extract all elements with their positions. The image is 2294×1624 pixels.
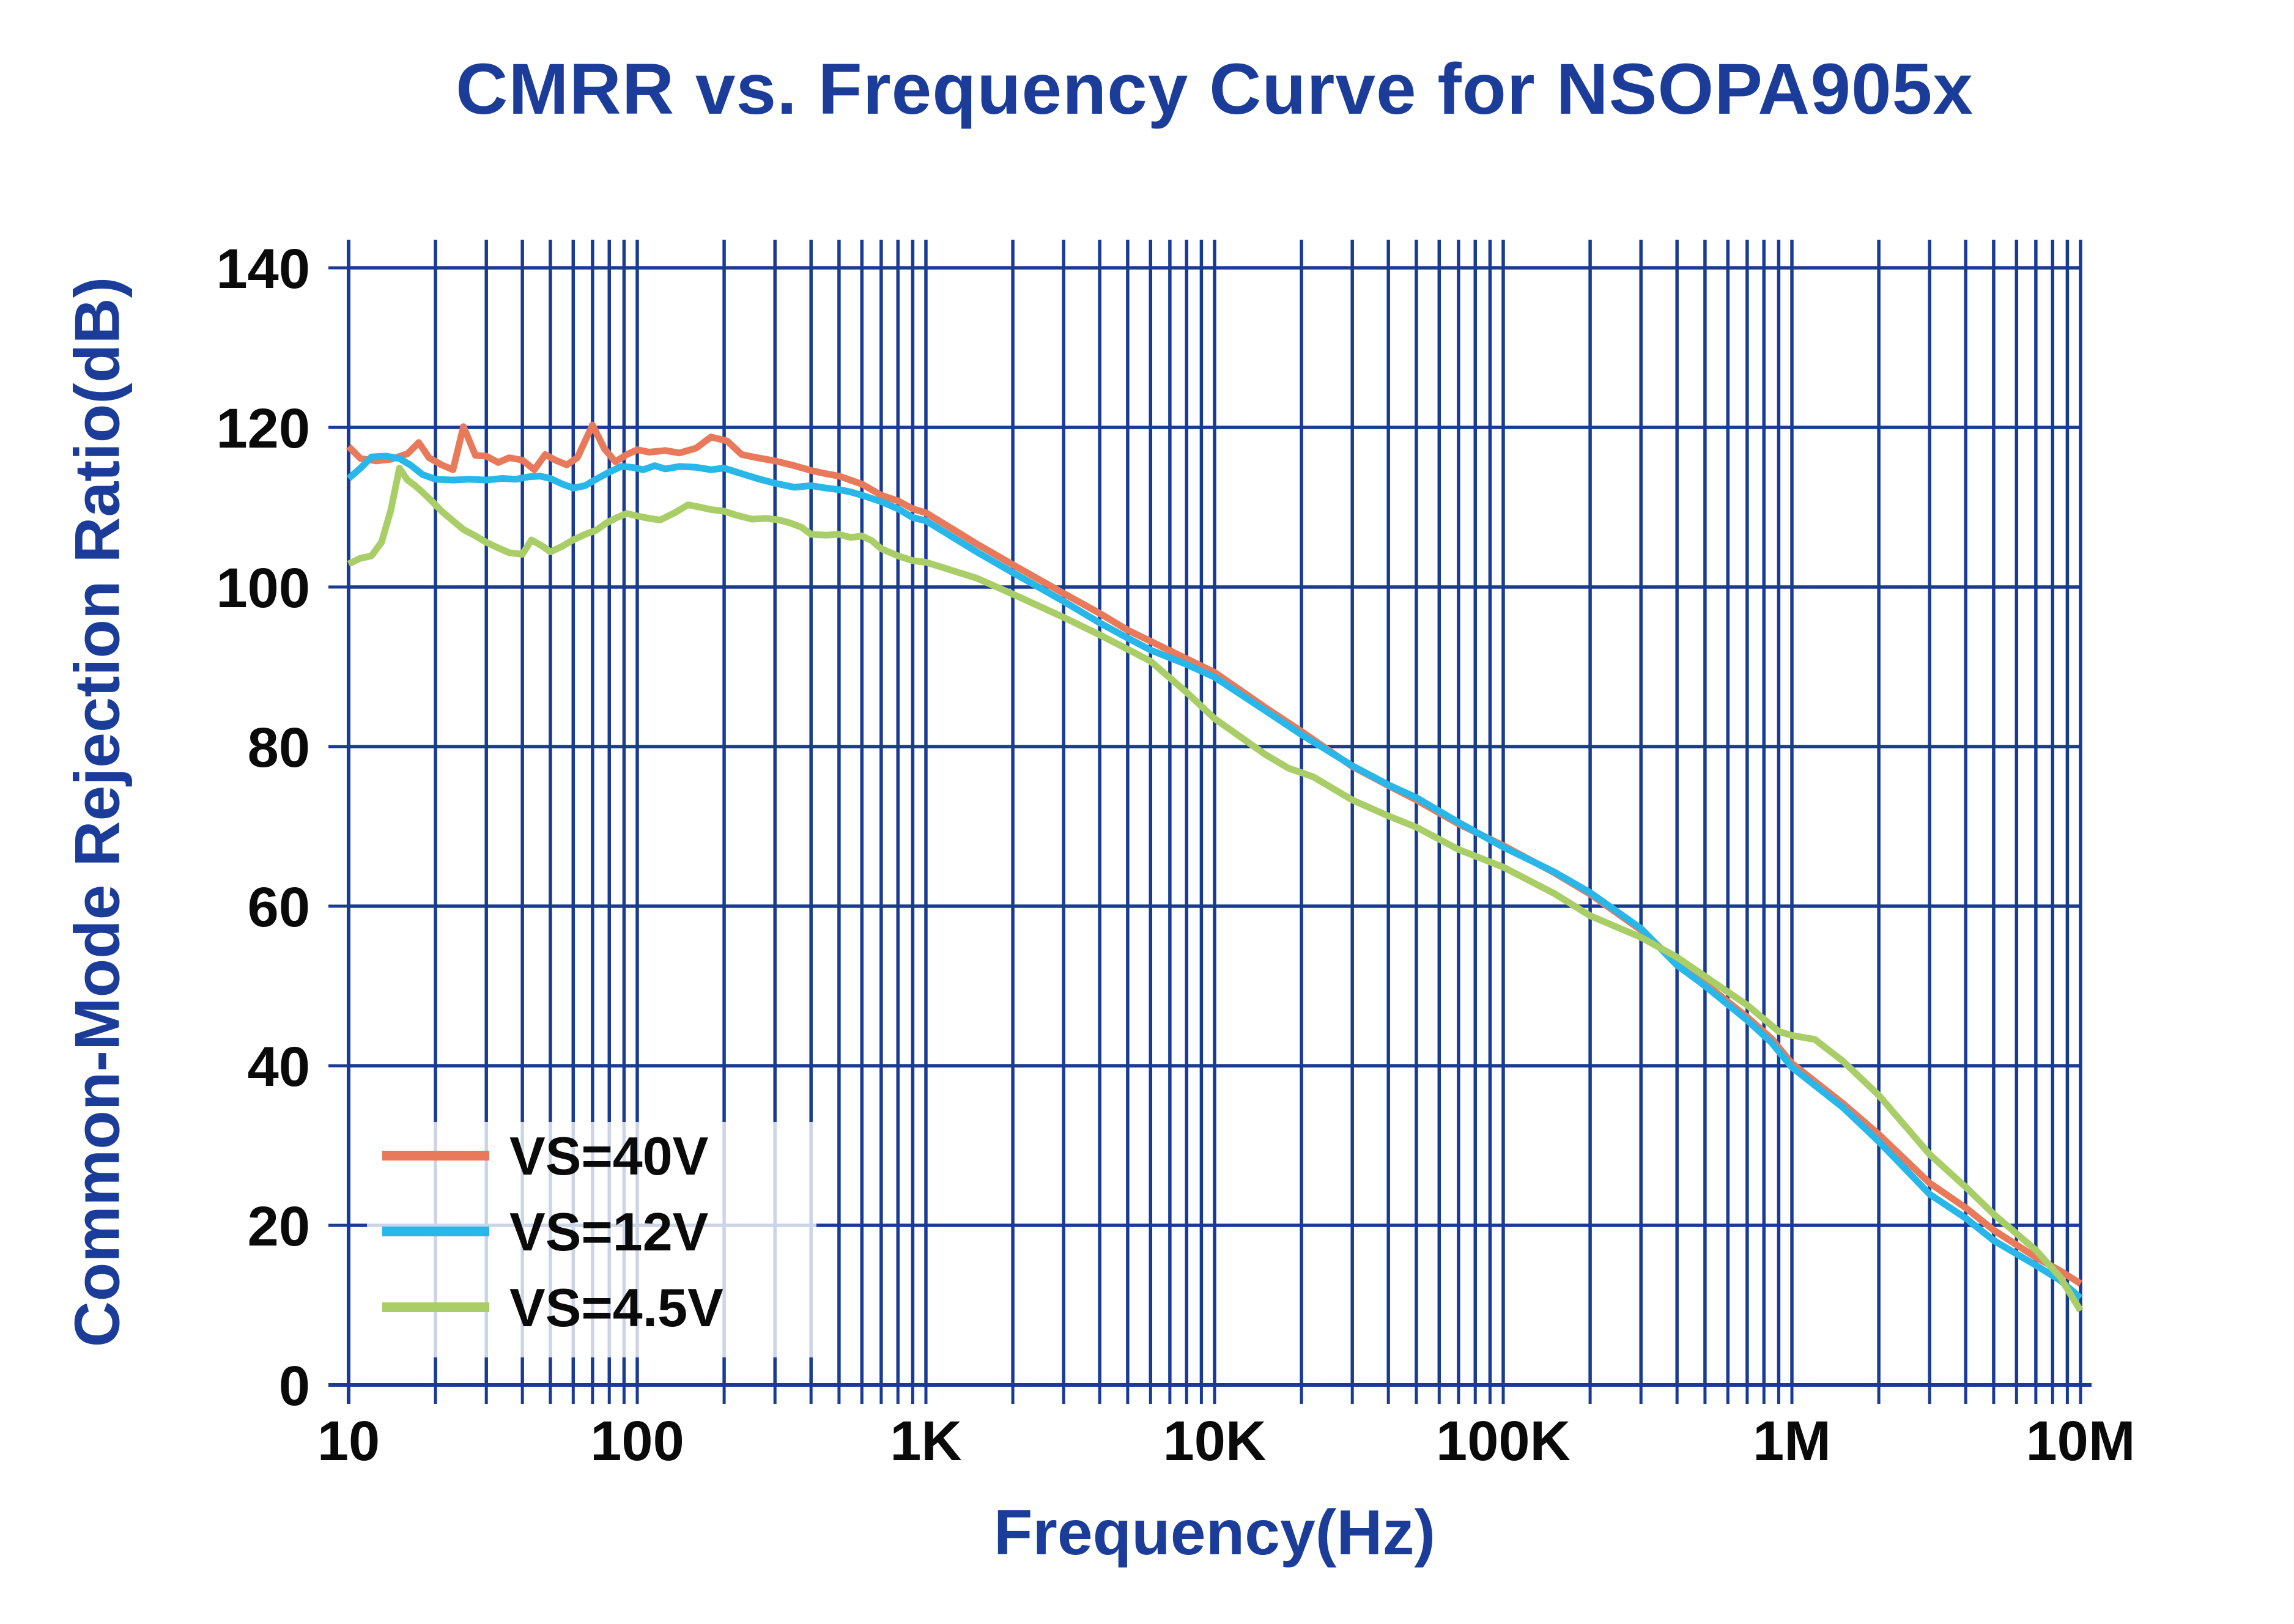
- x-tick-label: 100K: [1436, 1410, 1571, 1472]
- x-tick-label: 10M: [2026, 1410, 2136, 1472]
- legend-label: VS=12V: [509, 1201, 709, 1262]
- legend-label: VS=40V: [509, 1126, 709, 1186]
- series-VS=4.5V: [347, 465, 2084, 1313]
- y-tick-label: 60: [248, 876, 310, 939]
- y-tick-label: 100: [216, 557, 311, 619]
- y-tick-label: 40: [248, 1036, 310, 1098]
- series-VS=12V: [346, 452, 2083, 1301]
- y-tick-label: 120: [216, 397, 311, 460]
- y-tick-label: 140: [216, 238, 311, 300]
- legend-swatch: [382, 1227, 489, 1236]
- legend-label: VS=4.5V: [509, 1277, 723, 1338]
- legend-swatch: [382, 1302, 489, 1312]
- legend-swatch: [382, 1151, 489, 1161]
- x-tick-label: 1K: [890, 1410, 962, 1472]
- y-tick-label: 0: [279, 1355, 310, 1417]
- legend-box: [367, 1122, 816, 1357]
- y-tick-label: 20: [248, 1195, 310, 1258]
- chart-title: CMRR vs. Frequency Curve for NSOPA905x: [456, 49, 1974, 130]
- x-tick-label: 10: [317, 1410, 380, 1472]
- y-tick-label: 80: [248, 717, 310, 779]
- x-tick-label: 10K: [1163, 1410, 1267, 1472]
- x-tick-label: 100: [590, 1410, 684, 1472]
- x-axis-title: Frequency(Hz): [993, 1497, 1436, 1568]
- x-tick-label: 1M: [1753, 1410, 1831, 1472]
